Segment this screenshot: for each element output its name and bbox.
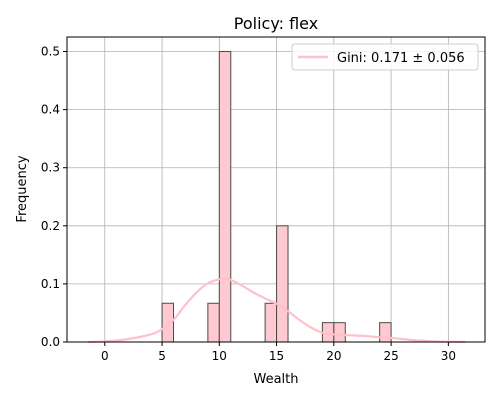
- histogram-bar: [218, 51, 232, 343]
- legend-box: [291, 43, 479, 71]
- y-axis-label: Frequency: [15, 155, 30, 222]
- x-tick-label: 20: [326, 349, 341, 363]
- chart-title: Policy: flex: [234, 14, 318, 33]
- x-tick-label: 10: [212, 349, 227, 363]
- x-tick-label: 30: [441, 349, 456, 363]
- kde-layer: [87, 277, 466, 344]
- y-tick-label: 0.0: [41, 335, 60, 349]
- x-tick-label: 25: [383, 349, 398, 363]
- x-tick-label: 15: [269, 349, 284, 363]
- y-tick-label: 0.4: [41, 103, 60, 117]
- y-tick-label: 0.2: [41, 219, 60, 233]
- histogram-bar: [276, 225, 289, 343]
- x-axis-label: Wealth: [253, 372, 298, 387]
- y-tick-label: 0.1: [41, 277, 60, 291]
- histogram-bar: [207, 302, 220, 343]
- plot-frame: [66, 36, 486, 343]
- histogram-bar: [379, 322, 392, 343]
- y-tick-label: 0.5: [41, 45, 60, 59]
- legend: Gini: 0.171 ± 0.056: [291, 43, 479, 71]
- x-tick-label: 5: [158, 349, 166, 363]
- histogram-bar: [264, 302, 278, 343]
- legend-label: Gini: 0.171 ± 0.056: [337, 51, 465, 66]
- x-tick-label: 0: [101, 349, 109, 363]
- kde-curve: [87, 277, 466, 344]
- y-tick-label: 0.3: [41, 161, 60, 175]
- x-axis-ticks: 0 5 10 15 20 25 30: [101, 342, 456, 363]
- histogram-bar: [333, 322, 346, 343]
- y-axis-ticks: 0.0 0.1 0.2 0.3 0.4 0.5: [41, 45, 67, 349]
